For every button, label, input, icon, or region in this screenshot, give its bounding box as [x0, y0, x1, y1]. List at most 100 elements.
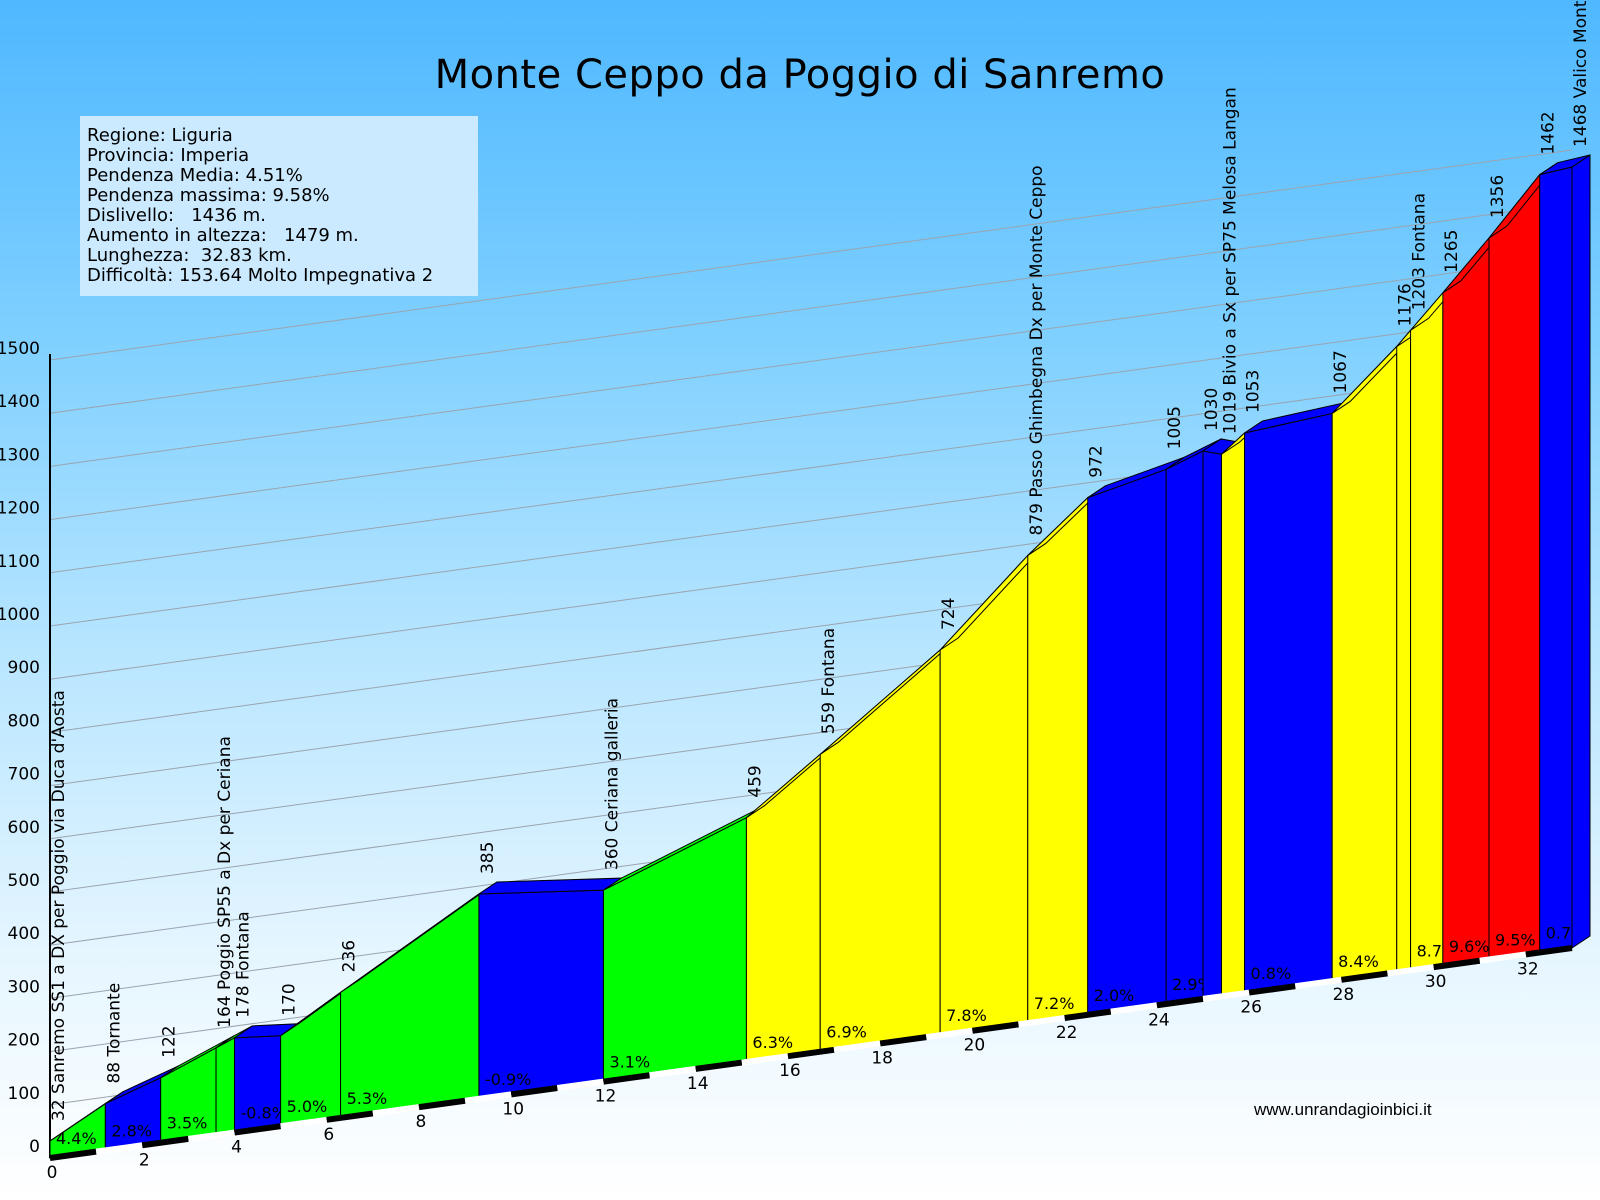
grade-label: 2.8%	[111, 1121, 152, 1140]
grid-line	[49, 362, 1573, 574]
point-annotation: 459	[745, 765, 765, 797]
point-annotation: 1019 Bivio a Sx per SP75 Melosa Langan	[1220, 87, 1240, 434]
point-annotation: 1265	[1442, 230, 1462, 273]
x-axis-dash	[1018, 1015, 1066, 1028]
grid-line	[49, 149, 1573, 361]
point-annotation: 360 Ceriana galleria	[602, 698, 622, 870]
x-tick-label: 20	[964, 1036, 986, 1056]
grade-label: 3.5%	[167, 1114, 208, 1133]
x-axis-dash	[49, 1148, 97, 1161]
x-tick-label: 8	[416, 1112, 427, 1132]
point-annotation: 1005	[1165, 406, 1185, 449]
profile-segment	[1539, 166, 1573, 954]
x-axis-dash	[1340, 970, 1388, 983]
x-axis-dash	[1110, 1002, 1158, 1015]
x-tick-label: 16	[779, 1061, 801, 1081]
profile-segment	[1442, 236, 1490, 967]
profile-segment	[1165, 450, 1204, 1005]
y-tick-label: 1300	[0, 445, 40, 465]
profile-segment	[602, 816, 747, 1083]
x-axis-dash	[464, 1091, 512, 1104]
x-tick-label: 2	[139, 1150, 150, 1170]
grade-label: 9.6%	[1449, 937, 1490, 956]
x-axis-dash	[1479, 951, 1527, 964]
point-annotation: 88 Tornante	[104, 983, 124, 1084]
y-tick-label: 500	[8, 871, 40, 891]
grade-label: 5.0%	[287, 1097, 328, 1116]
point-annotation: 972	[1087, 445, 1107, 477]
profile-side-face	[1571, 154, 1591, 949]
point-annotation: 164 Poggio SP55 a Dx per Ceriana	[215, 736, 235, 1028]
info-dislivello: Dislivello: 1436 m.	[87, 205, 266, 226]
profile-segment	[1488, 173, 1541, 961]
x-axis-dash	[510, 1085, 558, 1098]
info-difficolta: Difficoltà: 153.64 Molto Impegnativa 2	[87, 265, 434, 286]
y-tick-label: 300	[8, 977, 40, 997]
profile-segment	[1396, 328, 1412, 973]
profile-segment	[1331, 345, 1398, 982]
y-tick-label: 900	[8, 658, 40, 678]
point-annotation: 1030	[1202, 388, 1222, 431]
point-annotation: 1468 Valico Monte	[1571, 0, 1591, 147]
info-pendenza-massima: Pendenza massima: 9.58%	[87, 185, 330, 206]
x-axis-dash	[1525, 945, 1573, 958]
x-axis-dash	[649, 1065, 697, 1079]
profile-segment	[745, 753, 821, 1063]
point-annotation: 178 Fontana	[233, 911, 253, 1017]
x-tick-label: 32	[1517, 959, 1539, 979]
x-axis-dash	[695, 1059, 743, 1072]
info-provincia: Provincia: Imperia	[87, 145, 250, 166]
profile-segment	[1202, 450, 1222, 1000]
x-tick-label: 28	[1333, 985, 1355, 1005]
grade-label: 6.3%	[752, 1033, 793, 1052]
x-axis-dash	[95, 1142, 143, 1155]
x-axis-dash	[556, 1078, 604, 1091]
profile-segment	[1220, 431, 1246, 997]
info-pendenza-media: Pendenza Media: 4.51%	[87, 165, 303, 186]
x-tick-label: 22	[1056, 1023, 1078, 1043]
grid-line	[49, 309, 1573, 521]
info-regione: Regione: Liguria	[87, 125, 233, 146]
info-box: Regione: Liguria Provincia: Imperia Pend…	[80, 116, 478, 296]
x-axis-dash	[879, 1034, 927, 1047]
grid-line	[49, 202, 1573, 414]
grade-label: -0.8%	[240, 1104, 286, 1123]
profile-segment	[1027, 496, 1089, 1024]
profile-segment	[340, 893, 480, 1119]
x-tick-label: 4	[231, 1138, 242, 1158]
x-axis-dash	[1248, 983, 1296, 996]
x-tick-label: 14	[687, 1074, 709, 1094]
grade-label: 9.5%	[1495, 930, 1536, 949]
info-aumento: Aumento in altezza: 1479 m.	[87, 225, 359, 246]
point-annotation: 1203 Fontana	[1410, 193, 1430, 310]
profile-segments: 4.4% 2.8% 3.5% -0.8% 5.0% 5.3% -0.9% 3.1% 6.3% 6.…	[49, 154, 1591, 1159]
x-tick-label: 26	[1240, 998, 1262, 1018]
grade-label: 7.8%	[946, 1006, 987, 1025]
point-annotation: 1053	[1244, 370, 1264, 413]
y-tick-label: 1200	[0, 499, 40, 519]
x-axis-dash	[1294, 976, 1342, 990]
x-tick-label: 30	[1425, 972, 1447, 992]
y-tick-label: 400	[8, 924, 40, 944]
x-axis-dash	[1202, 989, 1250, 1002]
y-axis-ticks: 0 100 200 300 400 500 600 700 800 900 1000 1100 1200…	[0, 339, 51, 1158]
x-axis-dash	[372, 1104, 420, 1117]
info-lunghezza: Lunghezza: 32.83 km.	[87, 245, 292, 266]
point-annotation: 32 Sanremo SS1 a DX per Poggio via Duca …	[49, 690, 69, 1121]
x-axis-dash	[925, 1027, 973, 1041]
grade-label: 6.9%	[826, 1023, 867, 1042]
x-axis-dash	[972, 1021, 1019, 1034]
x-tick-label: 6	[323, 1125, 334, 1145]
chart-title: Monte Ceppo da Poggio di Sanremo	[434, 52, 1166, 98]
x-axis-dash	[833, 1040, 881, 1053]
y-tick-label: 100	[8, 1084, 40, 1104]
x-tick-label: 10	[502, 1099, 524, 1119]
grid-line	[49, 255, 1573, 467]
grade-label: 5.3%	[347, 1089, 388, 1108]
y-tick-label: 0	[29, 1137, 40, 1157]
website-link[interactable]: www.unrandagioinbici.it	[1254, 1100, 1432, 1119]
point-annotation: 236	[340, 940, 360, 972]
x-axis-dash	[418, 1097, 466, 1111]
x-axis-dash	[187, 1129, 235, 1142]
